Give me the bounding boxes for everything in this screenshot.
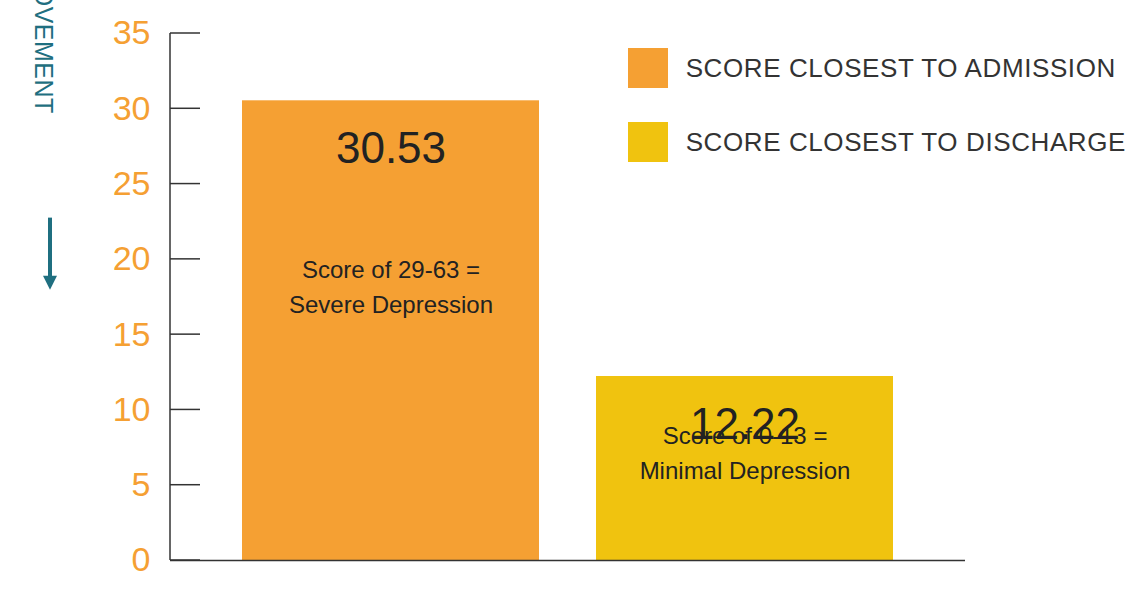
svg-text:35: 35	[113, 13, 151, 51]
svg-text:Score of 0-13 =Minimal Depress: Score of 0-13 =Minimal Depression	[640, 422, 851, 484]
svg-text:30.53: 30.53	[336, 123, 446, 172]
svg-text:25: 25	[113, 164, 151, 202]
svg-text:IMPROVEMENT: IMPROVEMENT	[30, 0, 58, 114]
html-text:SCORE CLOSEST TO ADMISSION: SCORE CLOSEST TO ADMISSION	[685, 52, 1116, 83]
svg-text:Score of 29-63 =Severe Depress: Score of 29-63 =Severe Depression	[289, 256, 493, 318]
svg-text:0: 0	[132, 540, 151, 578]
svg-text:20: 20	[113, 239, 151, 277]
svg-text:5: 5	[132, 465, 151, 503]
svg-text:15: 15	[113, 315, 151, 353]
html-text:SCORE CLOSEST TO DISCHARGE: SCORE CLOSEST TO DISCHARGE	[685, 126, 1126, 157]
svg-text:30: 30	[113, 89, 151, 127]
svg-text:10: 10	[113, 390, 151, 428]
